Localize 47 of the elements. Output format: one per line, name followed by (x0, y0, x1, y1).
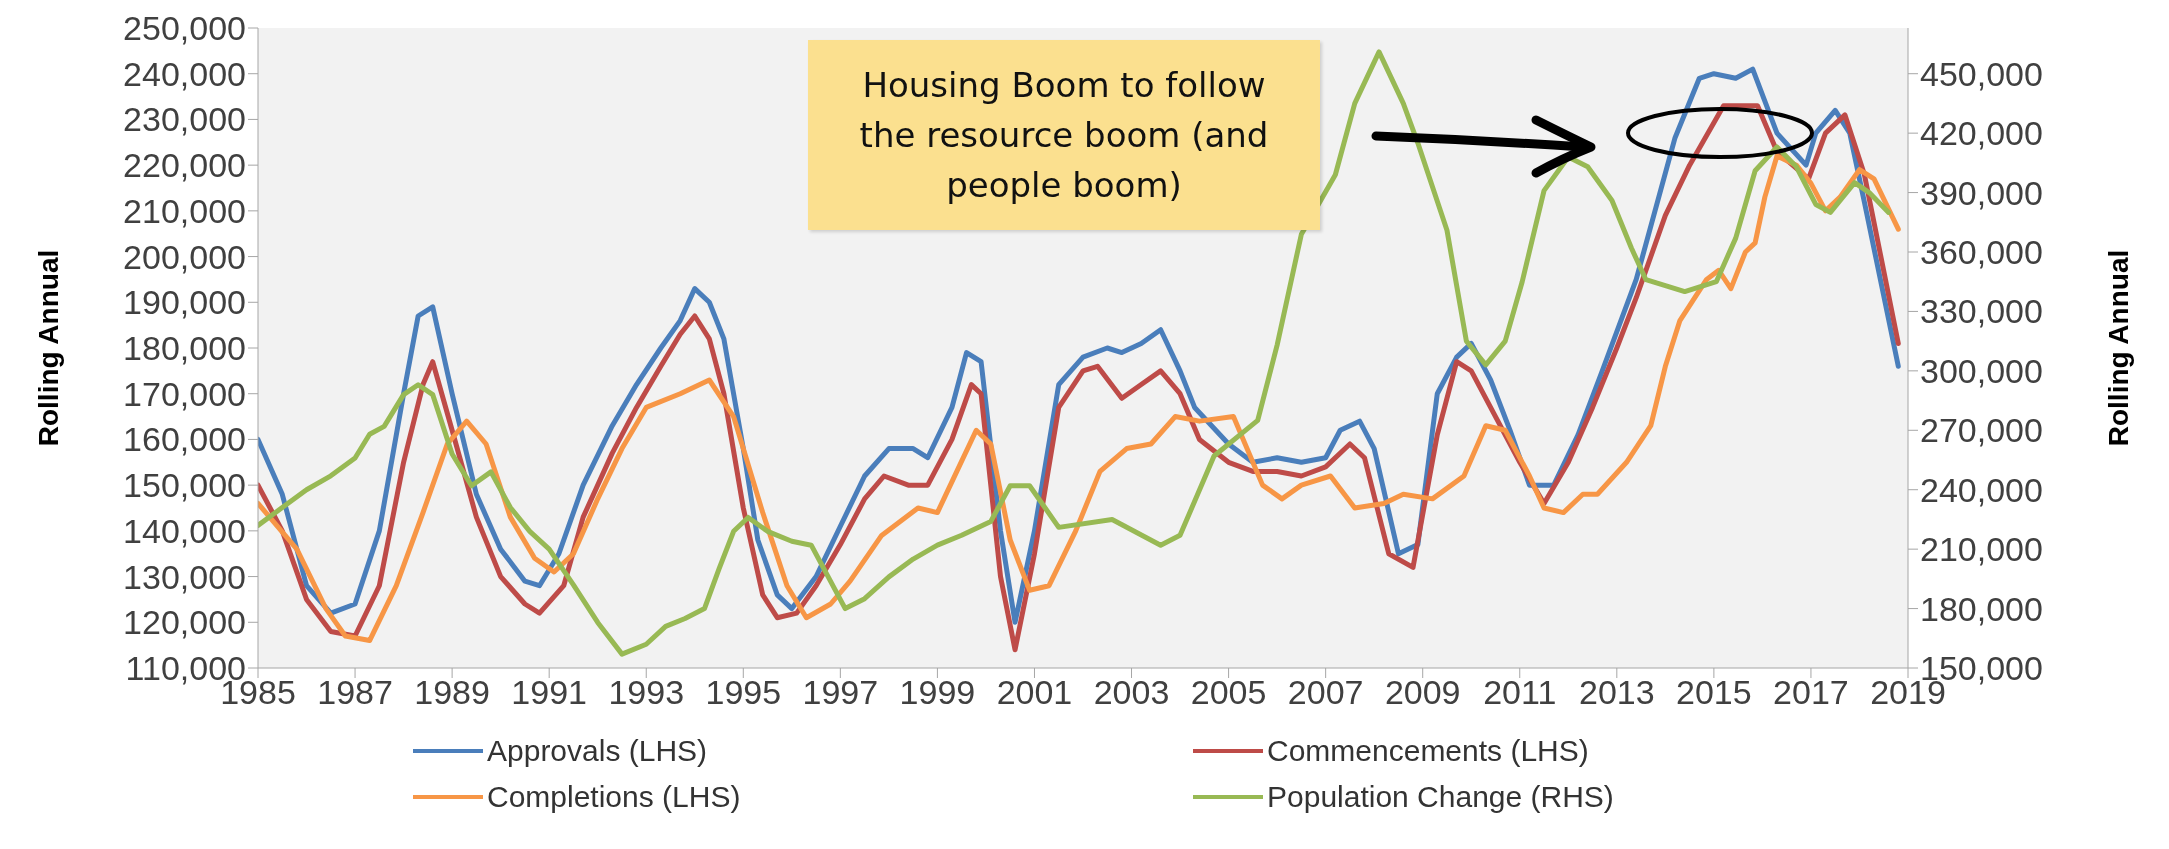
x-tick-label: 1997 (802, 673, 879, 712)
y2-tick-label: 180,000 (1920, 589, 2043, 628)
y2-tick-label: 210,000 (1920, 530, 2043, 569)
x-tick-label: 2003 (1093, 673, 1170, 712)
y-tick-label: 170,000 (123, 374, 246, 413)
y2-tick-label: 240,000 (1920, 470, 2043, 509)
x-tick-label: 1987 (317, 673, 393, 712)
x-tick-label: 1993 (608, 673, 685, 712)
y-tick-label: 140,000 (123, 511, 246, 550)
y-tick-label: 220,000 (123, 146, 246, 185)
y2-axis-title: Rolling Annual (2102, 249, 2134, 447)
x-tick-label: 1995 (705, 673, 782, 712)
x-tick-label: 2005 (1190, 673, 1267, 712)
legend-label: Approvals (LHS) (487, 734, 708, 768)
y2-tick-label: 330,000 (1920, 292, 2043, 331)
y2-tick-label: 420,000 (1920, 114, 2043, 153)
y-tick-label: 230,000 (123, 100, 246, 139)
y-tick-label: 250,000 (123, 9, 246, 48)
y-tick-label: 190,000 (123, 283, 246, 322)
y-tick-label: 130,000 (123, 557, 246, 596)
x-tick-label: 2001 (996, 673, 1073, 712)
y-tick-label: 180,000 (123, 329, 246, 368)
y2-tick-label: 300,000 (1920, 351, 2043, 390)
x-tick-label: 1999 (899, 673, 976, 712)
y-tick-label: 200,000 (123, 237, 246, 276)
x-tick-label: 1991 (511, 673, 587, 712)
y2-tick-label: 360,000 (1920, 233, 2043, 272)
x-tick-label: 2011 (1483, 673, 1557, 712)
x-tick-label: 2015 (1676, 673, 1752, 712)
y-tick-label: 240,000 (123, 54, 246, 93)
y2-tick-label: 270,000 (1920, 411, 2043, 450)
y2-tick-label: 390,000 (1920, 173, 2043, 212)
annotation: Housing Boom to follow the resource boom (and people boom) (858, 64, 1270, 207)
y-tick-label: 210,000 (123, 191, 246, 230)
x-tick-label: 2007 (1287, 673, 1364, 712)
y-axis-title: Rolling Annual (32, 249, 64, 447)
x-tick-label: 2017 (1773, 673, 1849, 712)
y-tick-label: 160,000 (123, 420, 246, 459)
x-tick-label: 2013 (1579, 673, 1655, 712)
x-tick-label: 1989 (414, 673, 490, 712)
y-tick-label: 150,000 (123, 466, 246, 505)
x-tick-label: 2009 (1384, 673, 1461, 712)
legend-label: Population Change (RHS) (1267, 780, 1614, 814)
y-tick-label: 120,000 (123, 603, 246, 642)
y2-tick-label: 450,000 (1920, 54, 2043, 93)
legend-label: Completions (LHS) (487, 780, 741, 814)
legend-label: Commencements (LHS) (1267, 734, 1589, 768)
